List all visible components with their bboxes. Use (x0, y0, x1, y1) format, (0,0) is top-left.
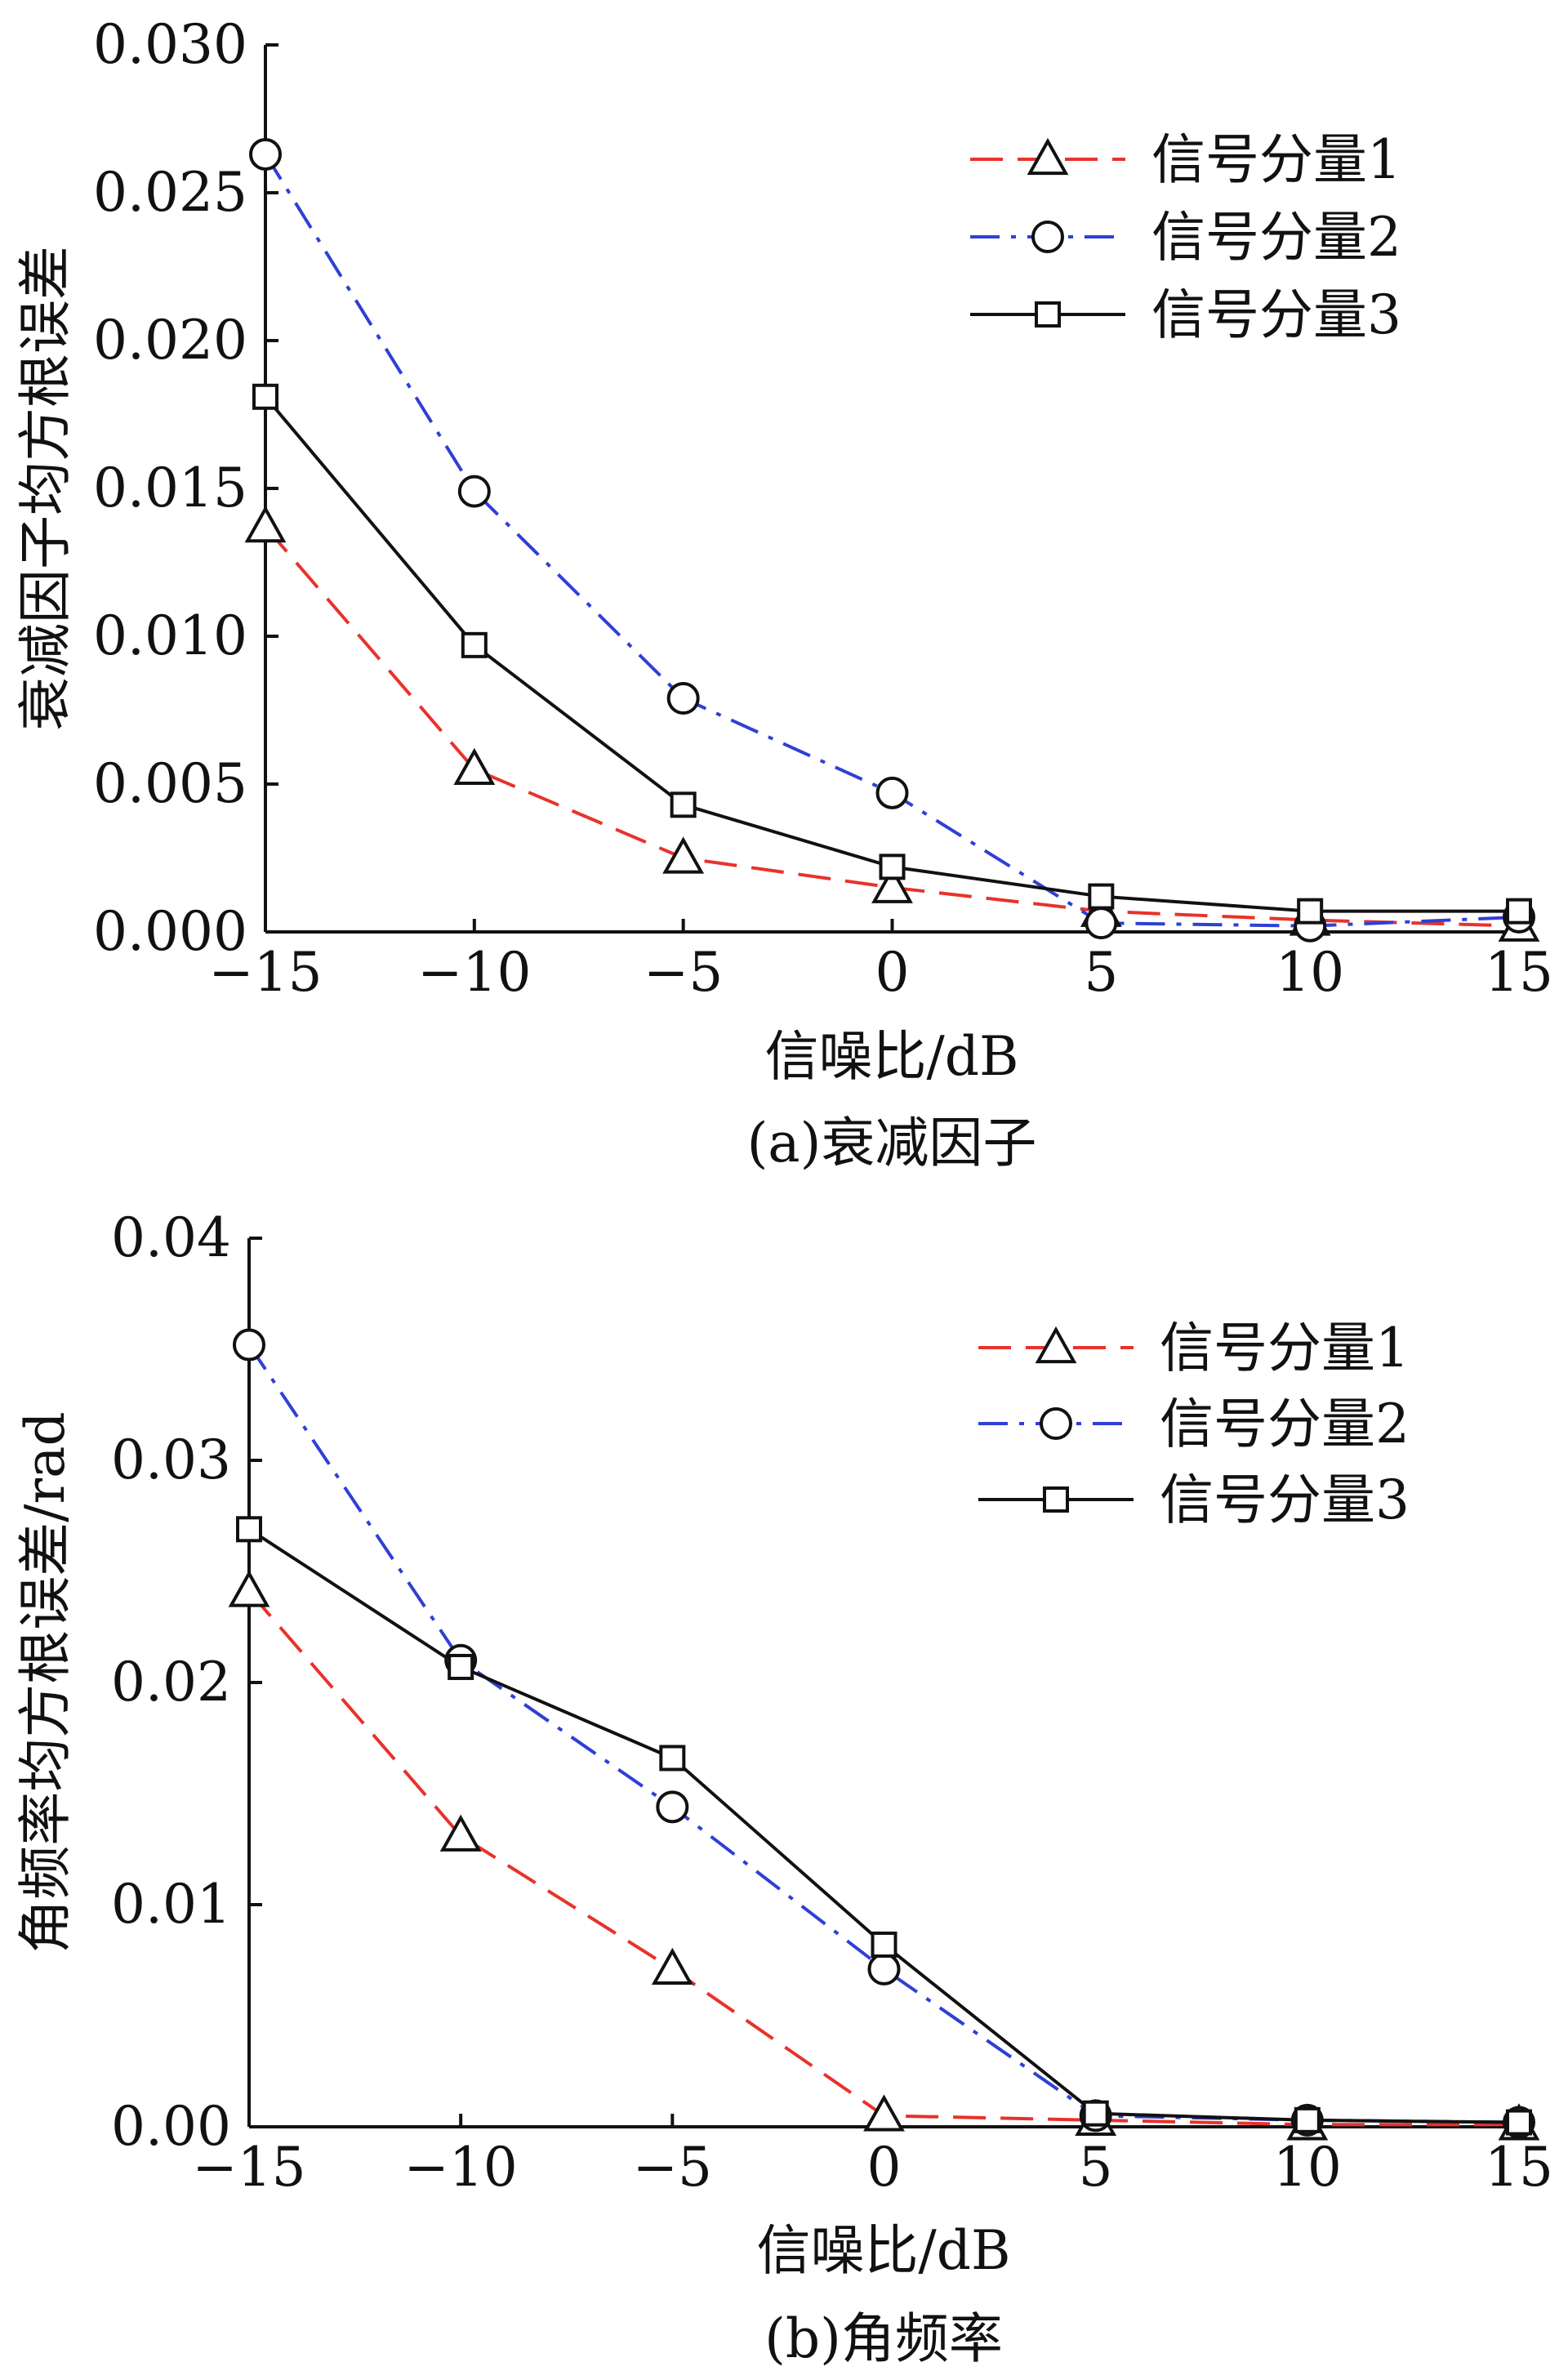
chart-a-series-3-point (670, 791, 697, 818)
chart-b-angular-frequency: −15 −10 −5 0 5 10 15 0.00 0.01 0.02 0.03 0.04 信号分量1… (14, 1206, 1553, 2370)
chart-a-xtick-label: −15 (208, 941, 322, 1004)
chart-b-series-2-point (656, 1790, 689, 1824)
chart-a-series-2-point (249, 137, 282, 171)
chart-b-series-1-point (651, 1947, 693, 1986)
chart-b-ticks: −15 −10 −5 0 5 10 15 0.00 0.01 0.02 0.03 0.04 (111, 1206, 1553, 2199)
chart-b-xtick-label: −5 (633, 2136, 712, 2199)
chart-b-caption: (b)角频率 (764, 2307, 1003, 2370)
chart-b-series-3-line (247, 1527, 1520, 2124)
chart-b-xtick-label: 10 (1273, 2136, 1342, 2199)
chart-a-ytick-label: 0.030 (93, 13, 247, 76)
chart-a-legend: 信号分量1 信号分量2 信号分量3 (970, 128, 1401, 346)
chart-a-caption: (a)衰减因子 (747, 1112, 1037, 1174)
chart-a-series-3-point (1506, 898, 1532, 925)
chart-b-legend-marker-2 (1040, 1407, 1072, 1440)
chart-b-series-1-point (439, 1814, 482, 1852)
chart-b-legend-marker-3 (1043, 1486, 1069, 1513)
chart-b-series-2-line (247, 1344, 1520, 2124)
chart-a-series-3-line (264, 395, 1519, 913)
chart-b-series (228, 1328, 1540, 2141)
chart-b-series-1-point (863, 2094, 905, 2132)
chart-b-ytick-label: 0.00 (111, 2095, 231, 2158)
chart-b-ytick-label: 0.03 (111, 1428, 231, 1491)
chart-b-xtick-label: 0 (867, 2136, 902, 2199)
chart-a-xtick-label: −10 (417, 941, 531, 1004)
chart-b-legend-label-3: 信号分量3 (1160, 1469, 1410, 1531)
chart-a-series-3-point (1088, 883, 1115, 910)
chart-a-legend-label-1: 信号分量1 (1151, 128, 1401, 191)
chart-a-series-2-point (457, 475, 491, 508)
chart-a-legend-marker-2 (1031, 221, 1064, 253)
chart-b-xtick-label: 5 (1079, 2136, 1113, 2199)
chart-b-series-3-point (236, 1516, 262, 1543)
chart-a-series-2-point (875, 776, 909, 809)
chart-b-series-3-point (448, 1653, 474, 1680)
chart-a-ytick-label: 0.010 (93, 604, 247, 667)
chart-b-series-3-point (1294, 2106, 1321, 2133)
chart-b-legend-label-1: 信号分量1 (1160, 1317, 1410, 1379)
chart-a-series-2-line (264, 153, 1520, 928)
chart-a-ticks: −15 −10 −5 0 5 10 15 0.000 0.005 0.010 0.015 0.020 0… (93, 13, 1553, 1004)
chart-a-xtick-label: 5 (1084, 941, 1118, 1004)
chart-a-xlabel: 信噪比/dB (765, 1025, 1019, 1088)
chart-a-decay-factor: −15 −10 −5 0 5 10 15 0.000 0.005 0.010 0.015 0.020 0… (14, 13, 1553, 1174)
chart-a-ytick-label: 0.000 (93, 900, 247, 963)
chart-a-series-3-point (252, 383, 278, 410)
chart-a-series-2-point (1085, 907, 1118, 940)
chart-b-series-3-point (1082, 2100, 1109, 2127)
chart-a-ytick-label: 0.015 (93, 457, 247, 519)
chart-b-ytick-label: 0.02 (111, 1651, 231, 1714)
chart-a-ytick-label: 0.005 (93, 752, 247, 815)
chart-a-series-1-point (662, 836, 705, 874)
chart-a-xtick-label: 15 (1485, 941, 1553, 1004)
chart-b-ytick-label: 0.01 (111, 1873, 231, 1936)
chart-a-series-1-point (871, 866, 913, 903)
chart-b-ytick-label: 0.04 (111, 1206, 231, 1269)
chart-a-series-1-point (244, 505, 287, 543)
chart-a-series (244, 137, 1540, 943)
chart-a-series-1-point (453, 747, 496, 786)
chart-a-legend-marker-3 (1035, 301, 1061, 328)
chart-a-ytick-label: 0.020 (93, 309, 247, 372)
chart-a-series-3-point (1297, 898, 1324, 925)
chart-a-ylabel: 衰减因子均方根误差 (14, 246, 77, 731)
chart-b-xtick-label: 15 (1485, 2136, 1553, 2199)
chart-a-ytick-label: 0.025 (93, 161, 247, 224)
chart-b-legend: 信号分量1 信号分量2 信号分量3 (978, 1317, 1410, 1531)
chart-b-legend-marker-1 (1035, 1326, 1077, 1364)
chart-a-legend-label-3: 信号分量3 (1151, 283, 1401, 346)
chart-b-xtick-label: −10 (404, 2136, 518, 2199)
chart-b-series-2-point (867, 1952, 901, 1986)
chart-b-ylabel: 角频率均方根误差/rad (14, 1411, 77, 1953)
chart-a-series-3-point (461, 631, 488, 658)
chart-a-xtick-label: −5 (644, 941, 723, 1004)
chart-b-series-1-line (247, 1590, 1519, 2127)
chart-b-xtick-label: −15 (192, 2136, 305, 2199)
chart-b-xlabel: 信噪比/dB (757, 2219, 1011, 2282)
chart-a-legend-label-2: 信号分量2 (1151, 206, 1401, 269)
chart-a-series-2-point (666, 682, 700, 715)
chart-a-xtick-label: 0 (875, 941, 910, 1004)
chart-a-legend-marker-1 (1027, 137, 1069, 176)
chart-a-xtick-label: 10 (1276, 941, 1344, 1004)
chart-b-series-2-point (233, 1328, 265, 1362)
chart-b-series-3-point (1506, 2109, 1532, 2136)
chart-b-legend-label-2: 信号分量2 (1160, 1393, 1410, 1455)
chart-a-series-3-point (879, 854, 906, 880)
chart-b-series-3-point (871, 1931, 898, 1958)
chart-b-series-3-point (659, 1745, 686, 1772)
chart-b-series-1-point (228, 1570, 270, 1607)
